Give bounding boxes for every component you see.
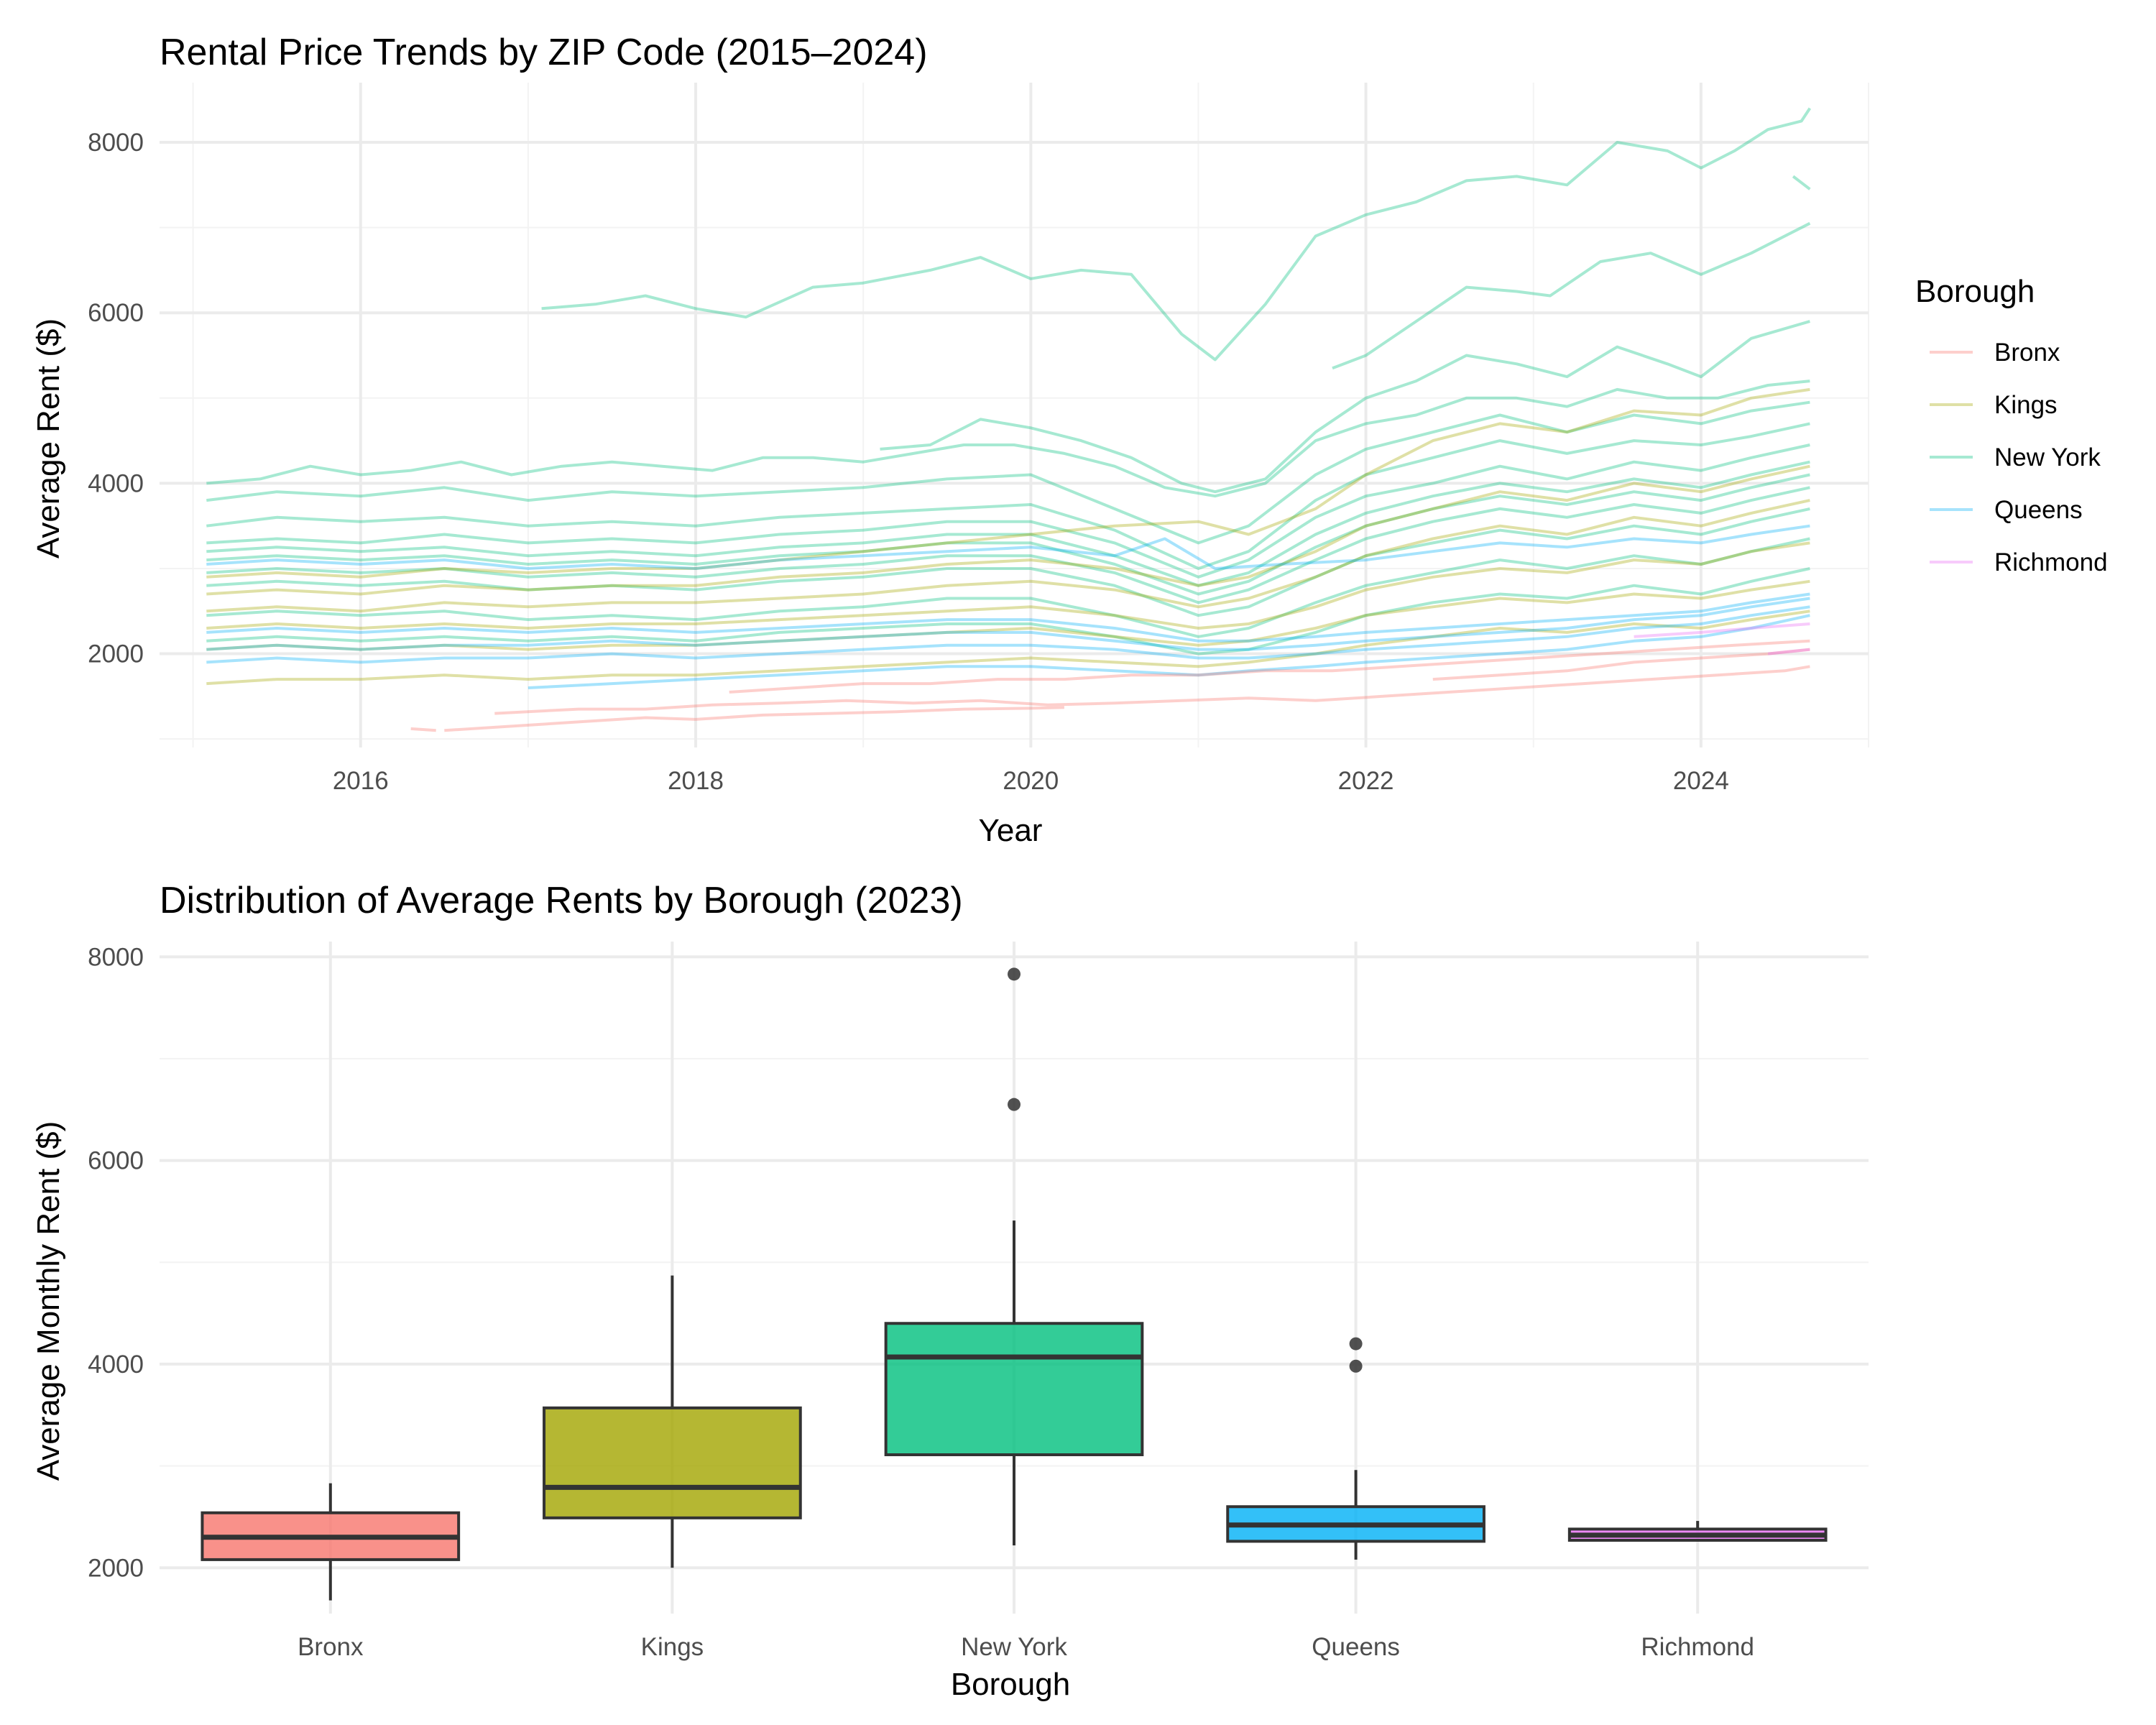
box-kings	[543, 1275, 802, 1568]
trend-chart-panel	[160, 83, 1869, 748]
series-line-new-york	[206, 460, 1810, 587]
box-queens	[1226, 1337, 1485, 1560]
legend-label: Bronx	[1994, 339, 2060, 367]
series-line-new-york	[206, 567, 1810, 656]
series-line-richmond	[1634, 622, 1810, 638]
series-line-new-york	[206, 400, 1810, 545]
x-tick-label: Richmond	[1641, 1633, 1754, 1661]
y-tick-label: 2000	[88, 1554, 144, 1582]
trend-chart-x-axis-title: Year	[979, 813, 1043, 848]
legend-label: Kings	[1994, 391, 2058, 419]
trend-chart-y-axis-title: Average Rent ($)	[31, 318, 66, 558]
box-chart: Distribution of Average Rents by Borough…	[31, 880, 1869, 1702]
series-line-new-york	[1332, 221, 1811, 370]
legend-item-richmond: Richmond	[1930, 548, 2108, 576]
series-line-new-york	[541, 107, 1812, 362]
x-tick-label: 2016	[333, 767, 389, 795]
series-line-new-york	[206, 473, 1810, 596]
y-tick-label: 4000	[88, 469, 144, 497]
legend-items: Bronx Kings New York Queens Richmond	[1930, 339, 2108, 576]
series-line-new-york	[206, 422, 1810, 570]
box-chart-y-ticks: 2000 4000 6000 8000	[88, 943, 144, 1582]
series-line-new-york	[206, 443, 1810, 579]
box-iqr	[884, 1322, 1144, 1456]
series-line-queens	[206, 605, 1810, 664]
box-chart-x-ticks: Bronx Kings New York Queens Richmond	[298, 1633, 1754, 1661]
series-line-kings	[206, 499, 1810, 613]
series-line-kings	[206, 610, 1810, 686]
box-chart-title: Distribution of Average Rents by Borough…	[160, 880, 963, 921]
x-tick-label: 2018	[668, 767, 724, 795]
outlier-point	[1008, 967, 1021, 981]
outlier-point	[1008, 1098, 1021, 1111]
legend: Borough Bronx Kings New York Queens Richmond	[1915, 274, 2108, 576]
series-line-new-york	[206, 380, 1810, 498]
x-tick-label: Queens	[1312, 1633, 1400, 1661]
series-line-kings	[206, 387, 1810, 579]
trend-chart-series	[206, 107, 1812, 732]
outlier-point	[1349, 1337, 1363, 1351]
y-tick-label: 6000	[88, 1147, 144, 1175]
legend-title: Borough	[1915, 274, 2035, 309]
legend-label: Queens	[1994, 496, 2083, 524]
box-richmond	[1567, 1521, 1828, 1542]
series-line-kings	[206, 464, 1810, 596]
y-tick-label: 2000	[88, 640, 144, 668]
series-line-new-york	[206, 507, 1810, 617]
x-tick-label: 2022	[1338, 767, 1394, 795]
y-tick-label: 4000	[88, 1351, 144, 1379]
series-line-bronx	[494, 665, 1810, 715]
legend-item-queens: Queens	[1930, 496, 2083, 524]
trend-chart-y-ticks: 2000 4000 6000 8000	[88, 129, 144, 668]
x-tick-label: Kings	[641, 1633, 704, 1661]
trend-chart-grid	[160, 83, 1869, 748]
series-line-bronx	[444, 706, 1064, 732]
box-new-york	[884, 967, 1144, 1546]
series-line-kings	[206, 541, 1810, 630]
series-line-kings	[206, 579, 1810, 651]
legend-item-bronx: Bronx	[1930, 339, 2060, 367]
y-tick-label: 8000	[88, 129, 144, 157]
x-tick-label: 2020	[1003, 767, 1059, 795]
series-line-new-york	[206, 537, 1810, 638]
trend-chart-x-ticks: 2016 2018 2020 2022 2024	[333, 767, 1729, 795]
trend-chart-title: Rental Price Trends by ZIP Code (2015–20…	[160, 32, 928, 73]
box-iqr	[543, 1406, 802, 1519]
series-line-queens	[206, 597, 1810, 651]
trend-chart: Rental Price Trends by ZIP Code (2015–20…	[31, 32, 2108, 848]
outlier-point	[1349, 1359, 1363, 1373]
series-line-queens	[206, 592, 1810, 643]
legend-label: Richmond	[1994, 548, 2108, 576]
series-line-new-york	[206, 486, 1810, 604]
y-tick-label: 6000	[88, 299, 144, 327]
series-line-bronx	[410, 727, 436, 732]
series-line-bronx	[729, 639, 1810, 694]
legend-item-kings: Kings	[1930, 391, 2058, 419]
box-chart-x-axis-title: Borough	[951, 1667, 1070, 1702]
box-chart-y-axis-title: Average Monthly Rent ($)	[31, 1121, 66, 1481]
series-line-queens	[528, 614, 1810, 689]
series-line-new-york	[1792, 175, 1811, 190]
series-line-bronx	[1432, 648, 1810, 681]
box-chart-boxes	[201, 967, 1828, 1601]
x-tick-label: New York	[961, 1633, 1067, 1661]
series-line-richmond	[1767, 648, 1810, 656]
box-bronx	[201, 1483, 461, 1601]
series-line-new-york	[880, 320, 1810, 494]
series-line-queens	[206, 524, 1810, 570]
legend-label: New York	[1994, 443, 2101, 472]
x-tick-label: 2024	[1673, 767, 1729, 795]
x-tick-label: Bronx	[298, 1633, 364, 1661]
legend-item-new-york: New York	[1930, 443, 2101, 472]
y-tick-label: 8000	[88, 943, 144, 971]
